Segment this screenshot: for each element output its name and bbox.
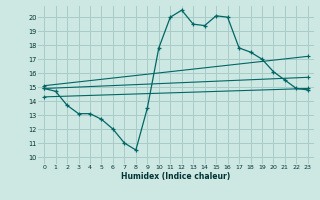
X-axis label: Humidex (Indice chaleur): Humidex (Indice chaleur) [121, 172, 231, 181]
